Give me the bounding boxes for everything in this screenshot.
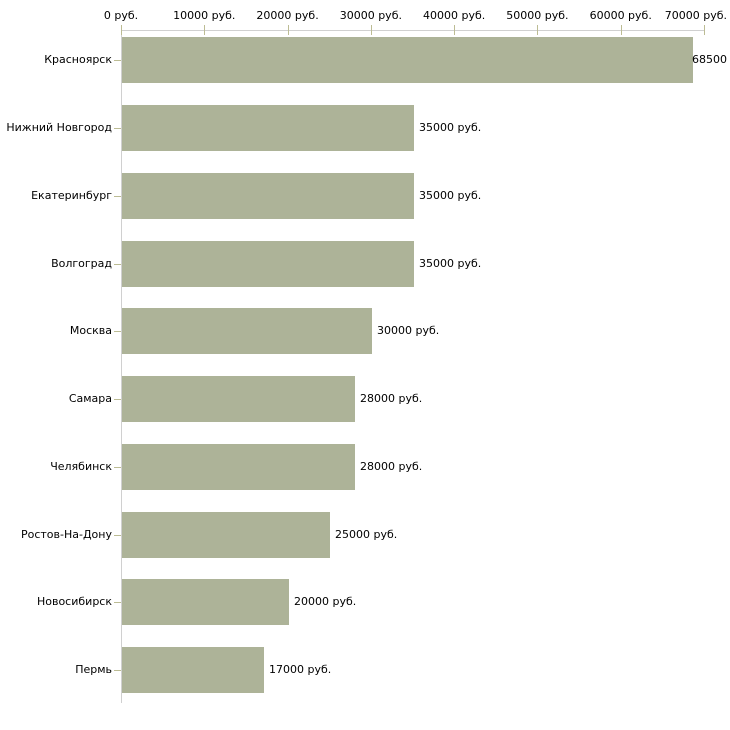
bar [122,444,355,490]
value-label: 28000 руб. [360,460,423,473]
category-label: Москва [69,324,112,337]
category-label: Новосибирск [36,595,112,608]
x-tick-label: 40000 руб. [423,9,486,22]
value-label: 17000 руб. [269,663,332,676]
y-tick-mark [114,670,121,671]
value-label: 35000 руб. [419,121,482,134]
x-tick-mark [370,25,372,35]
bar [122,241,414,287]
x-tick-mark [287,25,289,35]
x-axis-line [121,30,705,31]
x-tick-label: 20000 руб. [256,9,319,22]
y-tick-mark [114,264,121,265]
y-tick-mark [114,331,121,332]
y-tick-mark [114,467,121,468]
value-label: 35000 руб. [419,189,482,202]
bar [122,105,414,151]
value-label: 35000 руб. [419,257,482,270]
category-label: Волгоград [51,257,112,270]
category-label: Ростов-На-Дону [20,528,112,541]
bar [122,579,289,625]
value-label: 25000 руб. [335,528,398,541]
value-label: 68500 [692,53,727,66]
x-tick-label: 60000 руб. [589,9,652,22]
value-label: 30000 руб. [377,324,440,337]
bar [122,37,693,83]
category-label: Челябинск [50,460,112,473]
bar [122,647,264,693]
y-axis-line [121,30,122,703]
y-tick-mark [114,602,121,603]
x-tick-mark [704,25,705,35]
bar [122,173,414,219]
x-tick-mark [204,25,206,35]
y-tick-mark [114,60,121,61]
category-label: Екатеринбург [31,189,112,202]
x-tick-mark [454,25,456,35]
y-tick-mark [114,535,121,536]
category-label: Нижний Новгород [6,121,112,134]
y-tick-mark [114,128,121,129]
x-tick-label: 50000 руб. [506,9,569,22]
y-tick-mark [114,196,121,197]
x-tick-mark [121,25,122,35]
category-label: Самара [68,392,112,405]
x-tick-label: 10000 руб. [173,9,236,22]
bar [122,376,355,422]
category-label: Пермь [75,663,112,676]
bar [122,512,330,558]
x-tick-mark [620,25,622,35]
y-tick-mark [114,399,121,400]
x-tick-label: 70000 руб. [664,9,727,22]
x-tick-label: 30000 руб. [339,9,402,22]
value-label: 28000 руб. [360,392,423,405]
x-tick-mark [537,25,539,35]
x-tick-label: 0 руб. [103,9,139,22]
category-label: Красноярск [44,53,112,66]
value-label: 20000 руб. [294,595,357,608]
bar [122,308,372,354]
